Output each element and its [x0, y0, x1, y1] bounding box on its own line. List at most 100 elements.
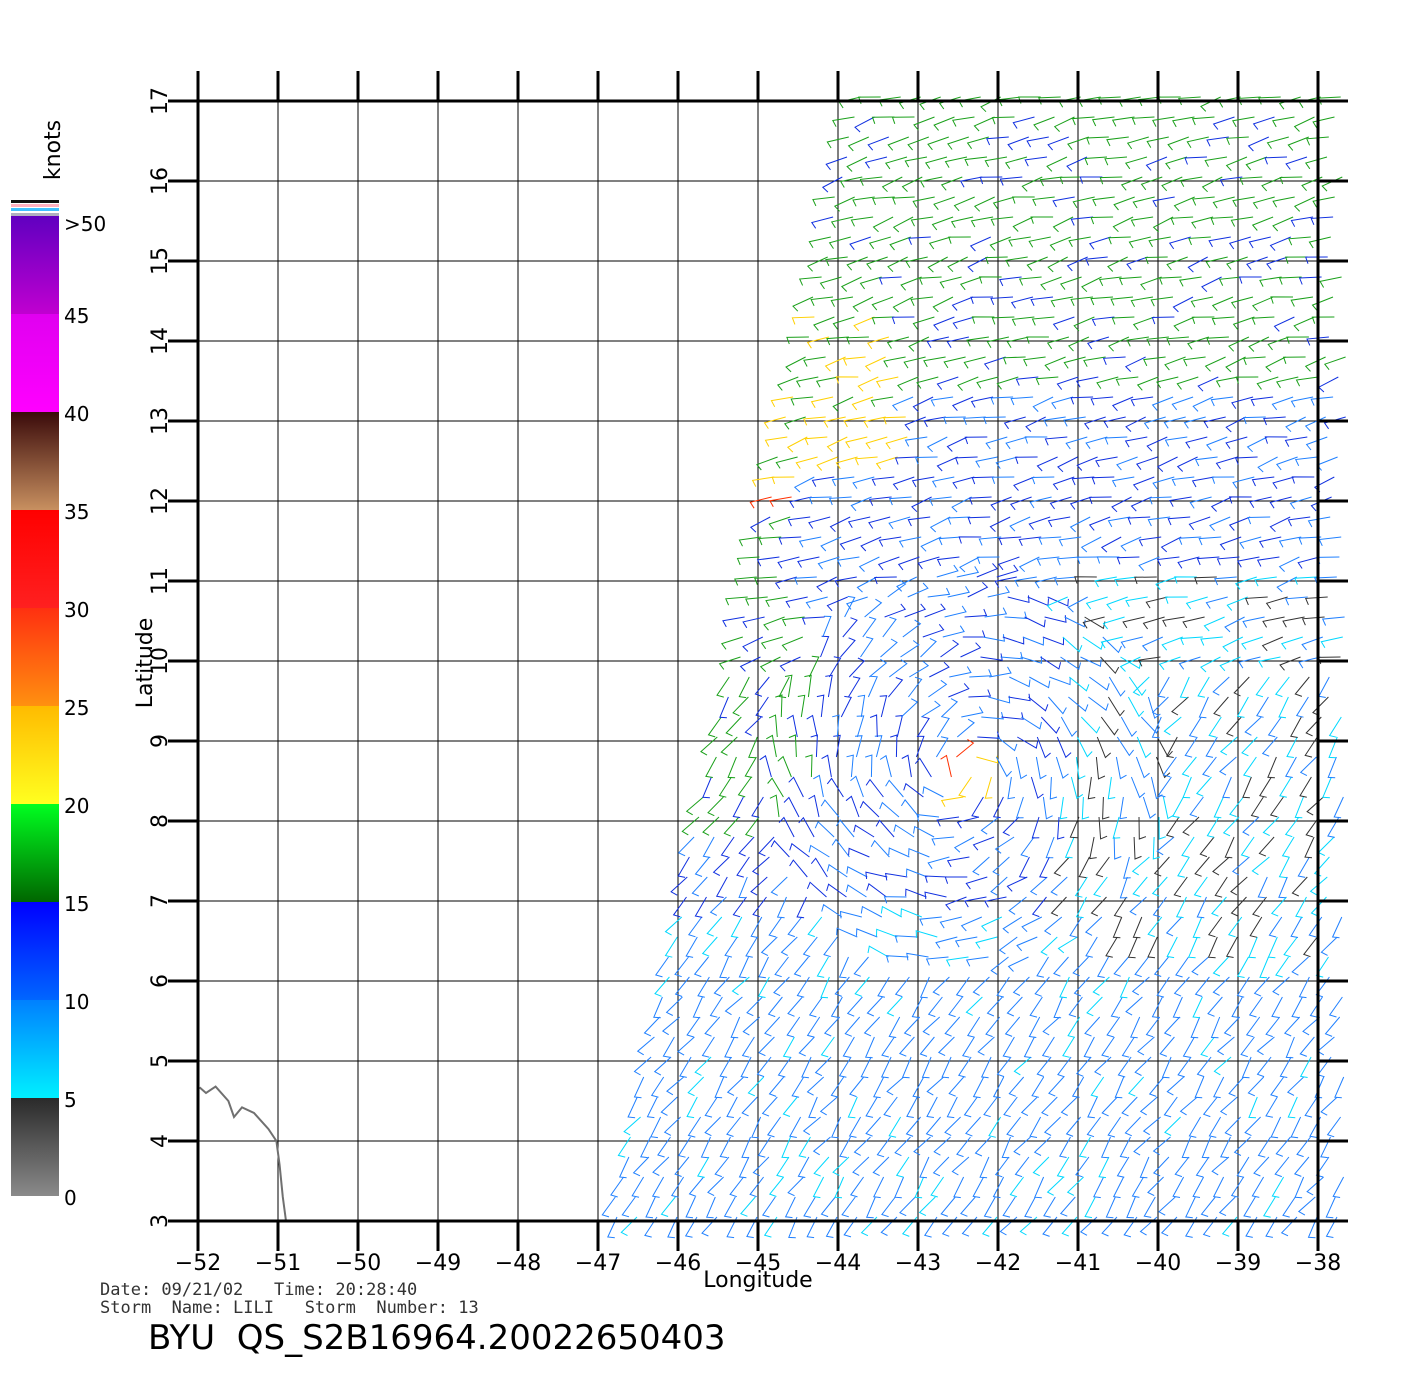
wind-barb — [1316, 456, 1338, 471]
lat-tick-label: 3 — [148, 1214, 173, 1228]
wind-barb — [823, 416, 846, 428]
wind-barb — [1105, 1196, 1116, 1219]
wind-barb — [1188, 236, 1211, 246]
wind-barb — [994, 836, 1015, 854]
wind-barb — [958, 536, 982, 544]
wind-barb — [901, 1216, 918, 1237]
wind-barb — [1063, 416, 1086, 427]
wind-barb — [1139, 1096, 1158, 1116]
wind-barb — [1071, 1076, 1085, 1098]
wind-barb — [885, 955, 909, 963]
wind-barb — [1180, 636, 1203, 646]
colorbar-tick-label: 45 — [64, 304, 89, 328]
wind-barb — [933, 316, 955, 331]
wind-barb — [948, 683, 970, 698]
wind-barb — [1147, 916, 1163, 938]
wind-barb — [853, 1136, 871, 1156]
wind-barb — [791, 316, 815, 325]
wind-barb — [702, 836, 715, 858]
wind-barb — [967, 1016, 981, 1038]
wind-barb — [903, 356, 926, 369]
wind-barb — [1213, 1076, 1225, 1099]
wind-barb — [796, 896, 807, 919]
wind-barb — [1258, 536, 1282, 548]
wind-barb — [1156, 836, 1175, 856]
wind-barb — [1248, 336, 1270, 352]
wind-barb — [1106, 1016, 1121, 1038]
wind-barb — [927, 256, 948, 273]
wind-barb — [726, 1076, 745, 1096]
wind-barb — [1172, 116, 1195, 128]
wind-barb — [1029, 876, 1048, 896]
wind-barb — [883, 356, 906, 368]
lat-tick-label: 4 — [148, 1134, 173, 1148]
wind-barb — [990, 216, 1014, 226]
wind-barb — [1230, 296, 1254, 309]
wind-barb — [1049, 496, 1072, 510]
wind-barb — [939, 276, 962, 289]
wind-barb — [777, 1056, 792, 1078]
wind-barb — [816, 956, 829, 978]
wind-barb — [982, 634, 1005, 642]
wind-barb — [798, 536, 822, 548]
wind-barb — [850, 775, 864, 798]
lon-tick-label: −44 — [815, 1251, 861, 1276]
wind-barb — [1119, 976, 1130, 999]
wind-barb — [970, 396, 994, 408]
wind-barb — [1075, 896, 1087, 919]
wind-barb — [1102, 616, 1125, 630]
wind-barb — [1165, 156, 1188, 170]
wind-barb — [1192, 196, 1215, 206]
wind-barb — [1087, 776, 1096, 800]
wind-barb — [907, 136, 929, 151]
wind-barb — [964, 436, 988, 445]
wind-barb — [763, 1216, 778, 1238]
wind-barb — [865, 1096, 878, 1118]
wind-barb — [1076, 736, 1093, 758]
wind-barb — [1243, 1196, 1256, 1218]
wind-barb — [745, 936, 758, 958]
wind-barb — [1208, 1116, 1222, 1138]
wind-barb — [770, 876, 788, 896]
wind-barb — [770, 840, 790, 858]
wind-barb — [1175, 956, 1189, 978]
wind-barb — [1145, 1016, 1161, 1038]
wind-barb — [786, 714, 798, 738]
wind-barb — [1318, 536, 1342, 547]
wind-barb — [1096, 376, 1119, 389]
wind-barb — [898, 96, 921, 110]
date-time-line: Date: 09/21/02 Time: 20:28:40 — [100, 1280, 418, 1300]
wind-barb — [1140, 176, 1163, 191]
wind-barb — [1310, 216, 1334, 225]
wind-barb — [1032, 196, 1055, 207]
wind-barb — [1126, 1196, 1136, 1219]
wind-barb — [1248, 996, 1263, 1018]
wind-barb — [921, 1056, 932, 1079]
wind-barb — [1298, 276, 1322, 285]
wind-barb — [904, 156, 928, 168]
wind-barb — [1113, 836, 1122, 860]
wind-barb — [1068, 676, 1090, 692]
wind-barb — [1187, 256, 1208, 273]
colorbar-tick-label: 40 — [64, 402, 89, 426]
wind-barb — [1172, 796, 1184, 818]
wind-barb — [1103, 416, 1126, 429]
wind-barb — [785, 596, 808, 608]
wind-barb — [1188, 1116, 1202, 1138]
wind-barb — [1190, 296, 1214, 308]
wind-barb — [826, 136, 849, 149]
wind-barb — [963, 416, 986, 425]
wind-barb — [790, 396, 814, 406]
wind-barb — [783, 796, 800, 818]
colorbar-band — [11, 216, 59, 314]
wind-barb — [883, 416, 906, 425]
coastline — [198, 1085, 287, 1222]
wind-barb — [796, 976, 810, 998]
wind-barb — [1293, 116, 1315, 132]
wind-barb — [872, 216, 894, 233]
wind-barb — [742, 616, 765, 629]
wind-barb — [1269, 796, 1284, 818]
wind-barb — [1078, 1136, 1091, 1158]
wind-barb — [763, 616, 785, 631]
wind-barb — [976, 563, 998, 578]
